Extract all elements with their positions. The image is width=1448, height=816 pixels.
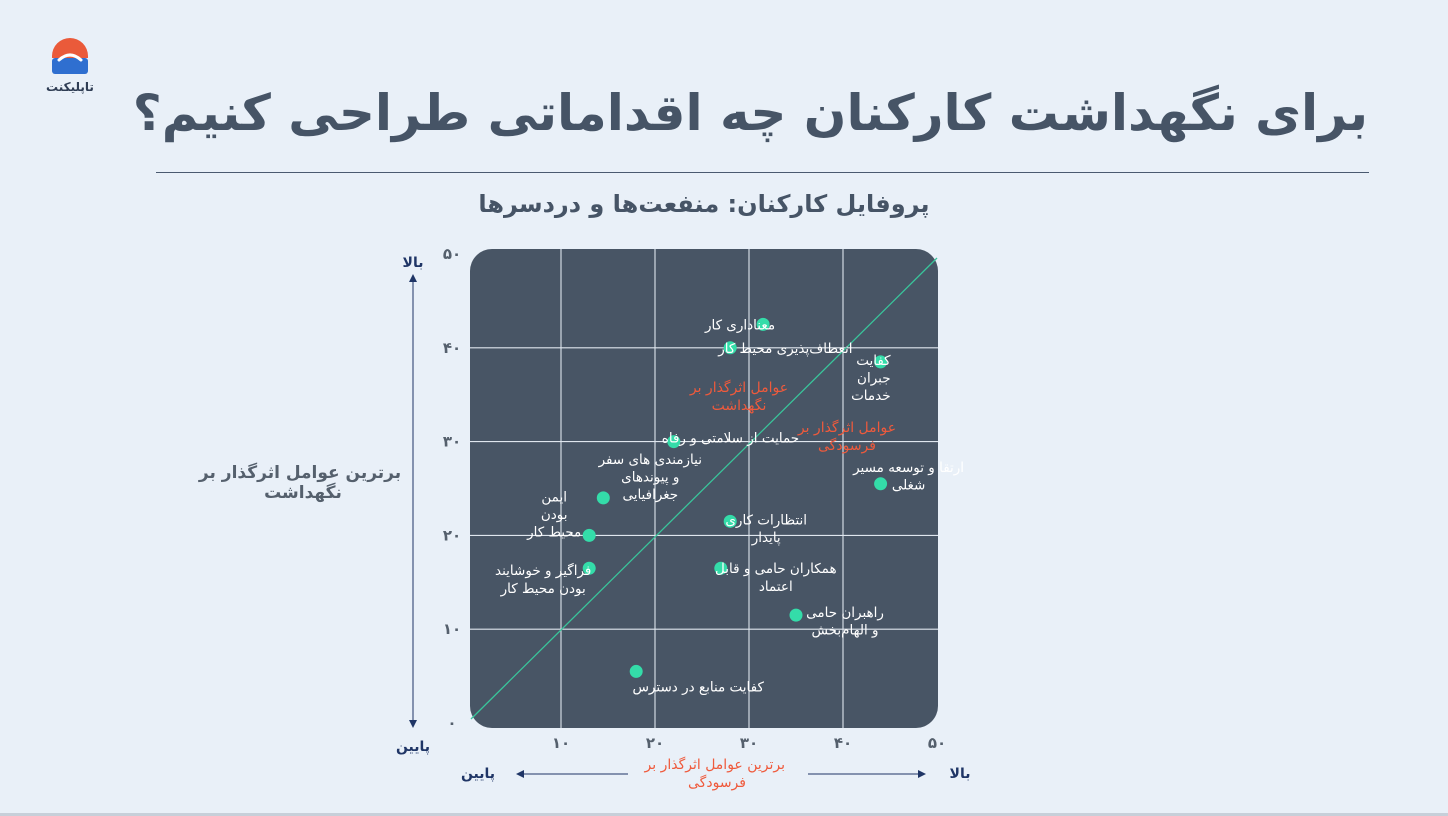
point-label-line: معناداری کار: [704, 317, 775, 333]
data-point: [714, 561, 728, 575]
logo-bottom-shape: [52, 58, 88, 74]
x-axis-title-line1: برترین عوامل اثرگذار بر: [644, 756, 786, 773]
point-label-line: همکاران حامی و قابل: [715, 561, 837, 577]
logo-top-shape: [52, 38, 88, 58]
x-tick-label: ۴۰: [834, 734, 852, 752]
gridlines: [470, 249, 938, 728]
y-arrow-down-icon: [409, 720, 417, 728]
y-tick-label: ۰: [447, 714, 456, 732]
chart-title: پروفایل کارکنان: منفعت‌ها و دردسرها: [478, 190, 930, 218]
point-label-line: ارتقا و توسعه مسیر: [852, 460, 964, 476]
data-point: [596, 491, 610, 505]
y-tick-label: ۵۰: [443, 245, 461, 263]
zone-label-line: عوامل اثرگذار بر: [797, 419, 896, 436]
data-point: [723, 514, 737, 528]
x-high-label: بالا: [950, 766, 971, 782]
zone-label-line: نگهداشت: [712, 397, 767, 414]
tapelicent-logo: [52, 38, 88, 74]
y-high-label: بالا: [403, 255, 424, 271]
point-label: همکاران حامی و قابل اعتماد: [715, 561, 837, 595]
x-axis-title: برترین عوامل اثرگذار بر فرسودگی: [644, 756, 790, 791]
point-label-line: و پیوندهای: [621, 469, 679, 485]
x-tick-label: ۵۰: [928, 734, 946, 752]
title-divider: [156, 172, 1369, 173]
footer-line: [0, 813, 1448, 816]
point-label: حمایت از سلامتی و رفاه: [662, 431, 799, 447]
y-axis-title: برترین عوامل اثرگذار بر نگهداشت: [198, 462, 407, 503]
data-point: [874, 355, 888, 369]
x-tick-label: ۱۰: [552, 734, 570, 752]
point-label-line: حمایت از سلامتی و رفاه: [662, 431, 799, 447]
x-low-label: پایین: [461, 766, 495, 782]
zone-label: عوامل اثرگذار بر فرسودگی: [797, 419, 896, 454]
point-label: فراگیر و خوشایند بودن محیط کار: [495, 562, 591, 597]
data-point: [789, 608, 803, 622]
x-axis-title-line2: فرسودگی: [688, 774, 746, 791]
data-point: [582, 528, 596, 542]
point-label-line: خدمات: [851, 388, 891, 404]
point-label-line: محیط کار: [526, 525, 581, 541]
zone-label-line: فرسودگی: [818, 437, 876, 454]
y-axis-title-line2: نگهداشت: [264, 482, 342, 503]
y-arrow-up-icon: [409, 274, 417, 282]
data-point: [667, 435, 681, 449]
point-label: راهبران حامی و الهام‌بخش: [806, 605, 884, 639]
point-label-line: بودن: [541, 507, 568, 523]
point-label-line: پایدار: [751, 530, 781, 546]
y-tick-label: ۴۰: [443, 339, 461, 357]
x-arrow-right-icon: [918, 770, 926, 778]
data-point: [756, 317, 770, 331]
point-label: نیازمندی های سفر و پیوندهای جغرافیایی: [598, 452, 702, 503]
point-label: ایمن بودن محیط کار: [526, 489, 581, 540]
zone-label-line: عوامل اثرگذار بر: [689, 379, 788, 396]
data-point: [629, 664, 643, 678]
logo-arc: [57, 53, 83, 62]
point-label-line: جبران: [857, 370, 891, 386]
point-label-line: شغلی: [892, 477, 926, 493]
x-arrow-left-icon: [516, 770, 524, 778]
point-label-line: کفایت: [856, 353, 891, 369]
point-label-line: انتظارات کاری: [725, 512, 807, 528]
y-tick-labels: ۰ ۱۰ ۲۰ ۳۰ ۴۰ ۵۰: [443, 245, 461, 732]
diagonal-line: [470, 257, 938, 720]
y-low-label: پایین: [396, 739, 430, 755]
point-label: انتظارات کاری پایدار: [725, 512, 807, 546]
y-tick-label: ۲۰: [443, 526, 461, 544]
point-label: کفایت منابع در دسترس: [632, 679, 764, 695]
data-point: [723, 341, 737, 355]
x-tick-labels: ۱۰ ۲۰ ۳۰ ۴۰ ۵۰: [552, 734, 946, 752]
data-point: [874, 477, 888, 491]
point-label: کفایت جبران خدمات: [851, 353, 891, 404]
point-label-line: راهبران حامی: [806, 605, 884, 621]
zone-label: عوامل اثرگذار بر نگهداشت: [689, 379, 788, 414]
point-label-line: ایمن: [541, 489, 567, 505]
point-label: معناداری کار: [704, 317, 775, 333]
brand-name: تاپلیکنت: [46, 80, 94, 94]
point-label-line: انعطاف‌پذیری محیط کار: [717, 341, 852, 357]
y-axis-title-line1: برترین عوامل اثرگذار بر: [198, 462, 401, 483]
point-label-line: بودن محیط کار: [500, 581, 586, 597]
point-label-line: کفایت منابع در دسترس: [632, 679, 764, 695]
x-tick-label: ۳۰: [740, 734, 758, 752]
point-label: ارتقا و توسعه مسیر شغلی: [852, 460, 964, 494]
point-label-line: و الهام‌بخش: [811, 623, 878, 639]
y-tick-label: ۳۰: [443, 433, 461, 451]
point-label-line: جغرافیایی: [622, 487, 678, 503]
x-tick-label: ۲۰: [646, 734, 664, 752]
y-tick-label: ۱۰: [443, 620, 461, 638]
point-label-line: فراگیر و خوشایند: [495, 562, 591, 579]
point-label-line: نیازمندی های سفر: [598, 452, 702, 468]
point-label: انعطاف‌پذیری محیط کار: [717, 341, 852, 357]
point-label-line: اعتماد: [759, 579, 793, 595]
data-point: [582, 561, 596, 575]
page-title: برای نگهداشت کارکنان چه اقداماتی طراحی ک…: [132, 84, 1368, 142]
